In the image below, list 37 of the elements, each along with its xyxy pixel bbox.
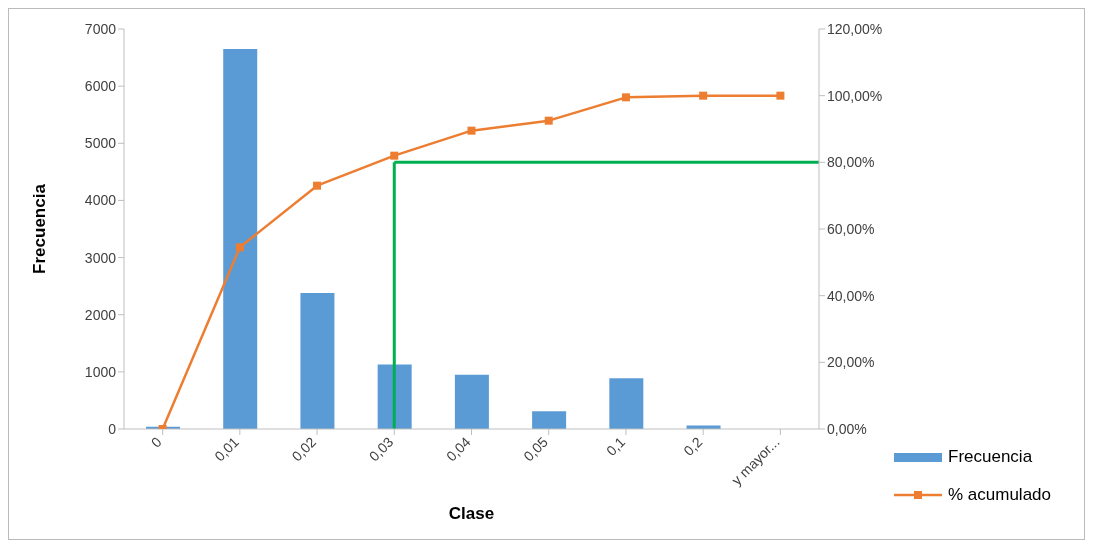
x-tick-label: 0 — [147, 433, 165, 451]
x-tick-label: 0,1 — [602, 433, 629, 459]
bar — [454, 374, 489, 429]
y2-tick-label: 20,00% — [827, 354, 875, 371]
y-tick-label: 5000 — [84, 135, 117, 152]
bar — [223, 49, 258, 429]
y-tick-label: 2000 — [84, 306, 117, 323]
y-tick-label: 3000 — [84, 249, 117, 266]
y2-tick-label: 40,00% — [827, 287, 875, 304]
y-tick-label: 6000 — [84, 78, 117, 95]
y2-tick-label: 60,00% — [827, 220, 875, 237]
x-tick-label: 0,01 — [211, 433, 243, 465]
bar — [609, 378, 644, 429]
point — [544, 116, 553, 125]
legend-label: Frecuencia — [948, 446, 1033, 468]
y-axis-title: Frecuencia — [30, 183, 50, 274]
y2-tick-label: 80,00% — [827, 154, 875, 171]
point — [621, 93, 630, 102]
point — [699, 91, 708, 100]
point — [235, 243, 244, 252]
y-tick-label: 0 — [108, 420, 117, 437]
bar — [532, 411, 567, 429]
bar — [377, 364, 412, 429]
legend-label: % acumulado — [948, 484, 1052, 506]
y-tick-label: 7000 — [84, 20, 117, 37]
point — [776, 91, 785, 100]
point — [313, 181, 322, 190]
y2-tick-label: 0,00% — [827, 420, 867, 437]
point — [390, 151, 399, 160]
y-tick-label: 4000 — [84, 192, 117, 209]
y-tick-label: 1000 — [84, 363, 117, 380]
x-axis-title: Clase — [448, 504, 495, 523]
bar — [300, 293, 335, 429]
y2-tick-label: 100,00% — [827, 87, 883, 104]
point — [467, 126, 476, 135]
y2-tick-label: 120,00% — [827, 20, 883, 37]
x-tick-label: 0,2 — [680, 433, 706, 459]
